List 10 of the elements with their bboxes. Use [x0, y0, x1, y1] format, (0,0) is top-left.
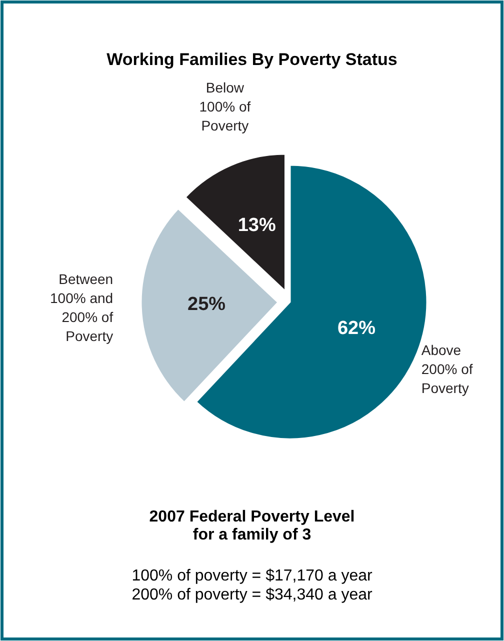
slice-label: Between 100% and 200% of Poverty	[50, 271, 114, 344]
slice-label: Above 200% of Poverty	[421, 342, 473, 396]
text: 100% of poverty = $17,170 a year	[132, 568, 373, 584]
data-label: 13%	[238, 214, 276, 236]
slice-label: Below 100% of Poverty	[199, 79, 251, 134]
data-label: 62%	[337, 318, 376, 339]
text: 200% of poverty = $34,340 a year	[132, 586, 373, 604]
chart-title: Working Families By Poverty Status	[106, 50, 398, 69]
text: 2007 Federal Poverty Level for a family of 3	[149, 508, 355, 544]
data-label: 25%	[188, 294, 226, 316]
